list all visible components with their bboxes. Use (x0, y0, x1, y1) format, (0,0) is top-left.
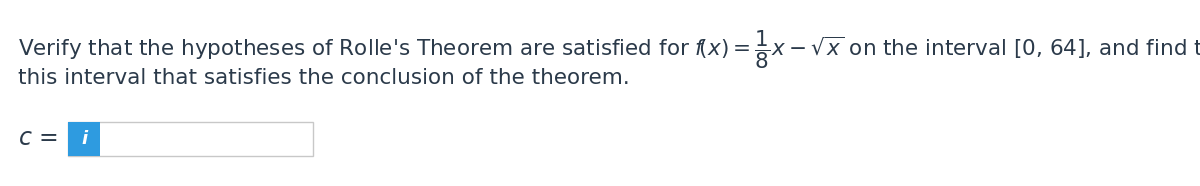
Text: $c$ =: $c$ = (18, 126, 58, 150)
Text: Verify that the hypotheses of Rolle's Theorem are satisfied for $f\!\left( x \ri: Verify that the hypotheses of Rolle's Th… (18, 28, 1200, 71)
FancyBboxPatch shape (68, 122, 313, 156)
Text: i: i (80, 130, 88, 148)
Text: this interval that satisfies the conclusion of the theorem.: this interval that satisfies the conclus… (18, 68, 630, 88)
FancyBboxPatch shape (68, 122, 100, 156)
